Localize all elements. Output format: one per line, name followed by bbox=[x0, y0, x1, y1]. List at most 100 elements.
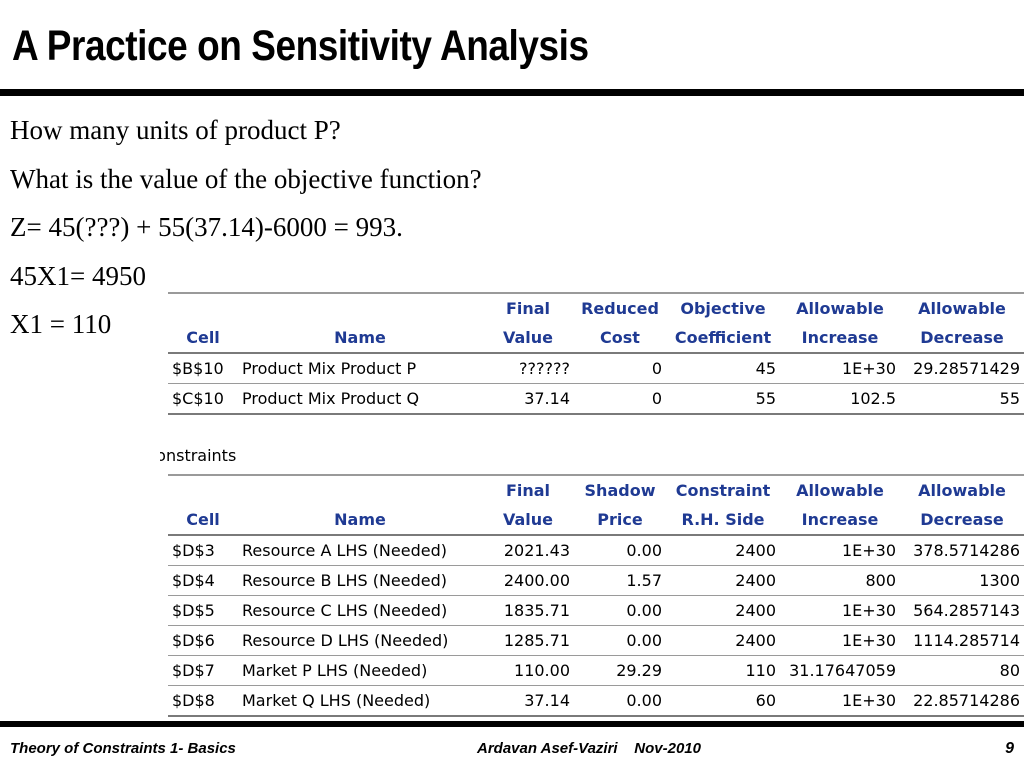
table-header: Increase bbox=[780, 323, 900, 354]
table-header: Cell bbox=[168, 323, 238, 354]
allowable-decrease: 564.2857143 bbox=[900, 595, 1024, 626]
table-row: $D$7 Market P LHS (Needed) 110.00 29.29 … bbox=[168, 655, 1024, 686]
table-header: Coefficient bbox=[666, 323, 780, 354]
final-value: 1835.71 bbox=[482, 595, 574, 626]
table-header: Cost bbox=[574, 323, 666, 354]
table-header: Allowable bbox=[900, 292, 1024, 323]
cell-name: Product Mix Product Q bbox=[238, 383, 482, 415]
allowable-decrease: 22.85714286 bbox=[900, 685, 1024, 717]
answer-line: X1 = 110 bbox=[10, 309, 112, 339]
allowable-increase: 1E+30 bbox=[780, 595, 900, 626]
cell-ref: $D$7 bbox=[168, 655, 238, 686]
table-header: Final bbox=[482, 292, 574, 323]
constraint-rhs: 2400 bbox=[666, 595, 780, 626]
allowable-increase: 102.5 bbox=[780, 383, 900, 415]
table-row: $D$8 Market Q LHS (Needed) 37.14 0.00 60… bbox=[168, 685, 1024, 717]
table-header bbox=[168, 474, 238, 505]
constraint-rhs: 110 bbox=[666, 655, 780, 686]
table-header: Objective bbox=[666, 292, 780, 323]
final-value: 110.00 bbox=[482, 655, 574, 686]
table-header: Allowable bbox=[780, 474, 900, 505]
question-lines: How many units of product P? What is the… bbox=[10, 108, 482, 351]
allowable-decrease: 378.5714286 bbox=[900, 535, 1024, 566]
table-header: Price bbox=[574, 505, 666, 536]
table-header: Value bbox=[482, 323, 574, 354]
table-header: Constraint bbox=[666, 474, 780, 505]
cell-ref: $D$5 bbox=[168, 595, 238, 626]
cell-name: Resource B LHS (Needed) bbox=[238, 565, 482, 596]
final-value: ?????? bbox=[482, 353, 574, 384]
slide-title: A Practice on Sensitivity Analysis bbox=[12, 22, 589, 70]
table-header: Reduced bbox=[574, 292, 666, 323]
equation-line: 45X1= 4950 bbox=[10, 260, 146, 291]
objective-coefficient: 55 bbox=[666, 383, 780, 415]
adjustable-cells-table: Final Reduced Objective Allowable Allowa… bbox=[168, 292, 1024, 415]
table-header bbox=[238, 474, 482, 505]
allowable-decrease: 1114.285714 bbox=[900, 625, 1024, 656]
constraints-table: Final Shadow Constraint Allowable Allowa… bbox=[168, 474, 1024, 717]
final-value: 2021.43 bbox=[482, 535, 574, 566]
table-header: Value bbox=[482, 505, 574, 536]
table-header: Decrease bbox=[900, 505, 1024, 536]
final-value: 1285.71 bbox=[482, 625, 574, 656]
shadow-price: 0.00 bbox=[574, 535, 666, 566]
reduced-cost: 0 bbox=[574, 353, 666, 384]
cell-name: Product Mix Product P bbox=[238, 353, 482, 384]
cell-name: Resource C LHS (Needed) bbox=[238, 595, 482, 626]
cell-ref: $D$8 bbox=[168, 685, 238, 717]
allowable-increase: 1E+30 bbox=[780, 535, 900, 566]
table-header: Decrease bbox=[900, 323, 1024, 354]
question-line: What is the value of the objective funct… bbox=[10, 163, 482, 194]
allowable-increase: 1E+30 bbox=[780, 353, 900, 384]
shadow-price: 1.57 bbox=[574, 565, 666, 596]
constraint-rhs: 60 bbox=[666, 685, 780, 717]
table-row: $D$6 Resource D LHS (Needed) 1285.71 0.0… bbox=[168, 625, 1024, 656]
reduced-cost: 0 bbox=[574, 383, 666, 415]
shadow-price: 0.00 bbox=[574, 685, 666, 717]
table-header: R.H. Side bbox=[666, 505, 780, 536]
allowable-increase: 800 bbox=[780, 565, 900, 596]
cell-name: Resource D LHS (Needed) bbox=[238, 625, 482, 656]
question-line: How many units of product P? bbox=[10, 115, 341, 145]
shadow-price: 29.29 bbox=[574, 655, 666, 686]
equation-line: Z= 45(???) + 55(37.14)-6000 = 993. bbox=[10, 212, 403, 242]
table-row: $C$10 Product Mix Product Q 37.14 0 55 1… bbox=[168, 383, 1024, 415]
footer-author-date: Ardavan Asef-Vaziri Nov-2010 bbox=[477, 740, 701, 757]
title-divider bbox=[0, 89, 1024, 96]
allowable-increase: 1E+30 bbox=[780, 685, 900, 717]
cell-name: Market P LHS (Needed) bbox=[238, 655, 482, 686]
table-header bbox=[168, 292, 238, 323]
final-value: 37.14 bbox=[482, 685, 574, 717]
table-row: $D$3 Resource A LHS (Needed) 2021.43 0.0… bbox=[168, 535, 1024, 566]
allowable-decrease: 80 bbox=[900, 655, 1024, 686]
cell-name: Resource A LHS (Needed) bbox=[238, 535, 482, 566]
table-header: Increase bbox=[780, 505, 900, 536]
cell-ref: $B$10 bbox=[168, 353, 238, 384]
constraint-rhs: 2400 bbox=[666, 625, 780, 656]
constraints-label-text: Constraints bbox=[160, 446, 237, 465]
cell-ref: $D$3 bbox=[168, 535, 238, 566]
shadow-price: 0.00 bbox=[574, 625, 666, 656]
footer-divider bbox=[0, 721, 1024, 727]
table-header bbox=[238, 292, 482, 323]
table-header: Shadow bbox=[574, 474, 666, 505]
cell-ref: $D$4 bbox=[168, 565, 238, 596]
allowable-increase: 1E+30 bbox=[780, 625, 900, 656]
allowable-decrease: 55 bbox=[900, 383, 1024, 415]
table-header: Name bbox=[238, 323, 482, 354]
constraints-section-label: Constraints bbox=[160, 446, 300, 465]
allowable-decrease: 29.28571429 bbox=[900, 353, 1024, 384]
allowable-increase: 31.17647059 bbox=[780, 655, 900, 686]
cell-ref: $C$10 bbox=[168, 383, 238, 415]
final-value: 2400.00 bbox=[482, 565, 574, 596]
cell-ref: $D$6 bbox=[168, 625, 238, 656]
table-header: Cell bbox=[168, 505, 238, 536]
table-row: $D$5 Resource C LHS (Needed) 1835.71 0.0… bbox=[168, 595, 1024, 626]
table-header: Name bbox=[238, 505, 482, 536]
constraint-rhs: 2400 bbox=[666, 565, 780, 596]
final-value: 37.14 bbox=[482, 383, 574, 415]
table-header: Allowable bbox=[780, 292, 900, 323]
table-row: $D$4 Resource B LHS (Needed) 2400.00 1.5… bbox=[168, 565, 1024, 596]
table-header: Final bbox=[482, 474, 574, 505]
table-header: Allowable bbox=[900, 474, 1024, 505]
